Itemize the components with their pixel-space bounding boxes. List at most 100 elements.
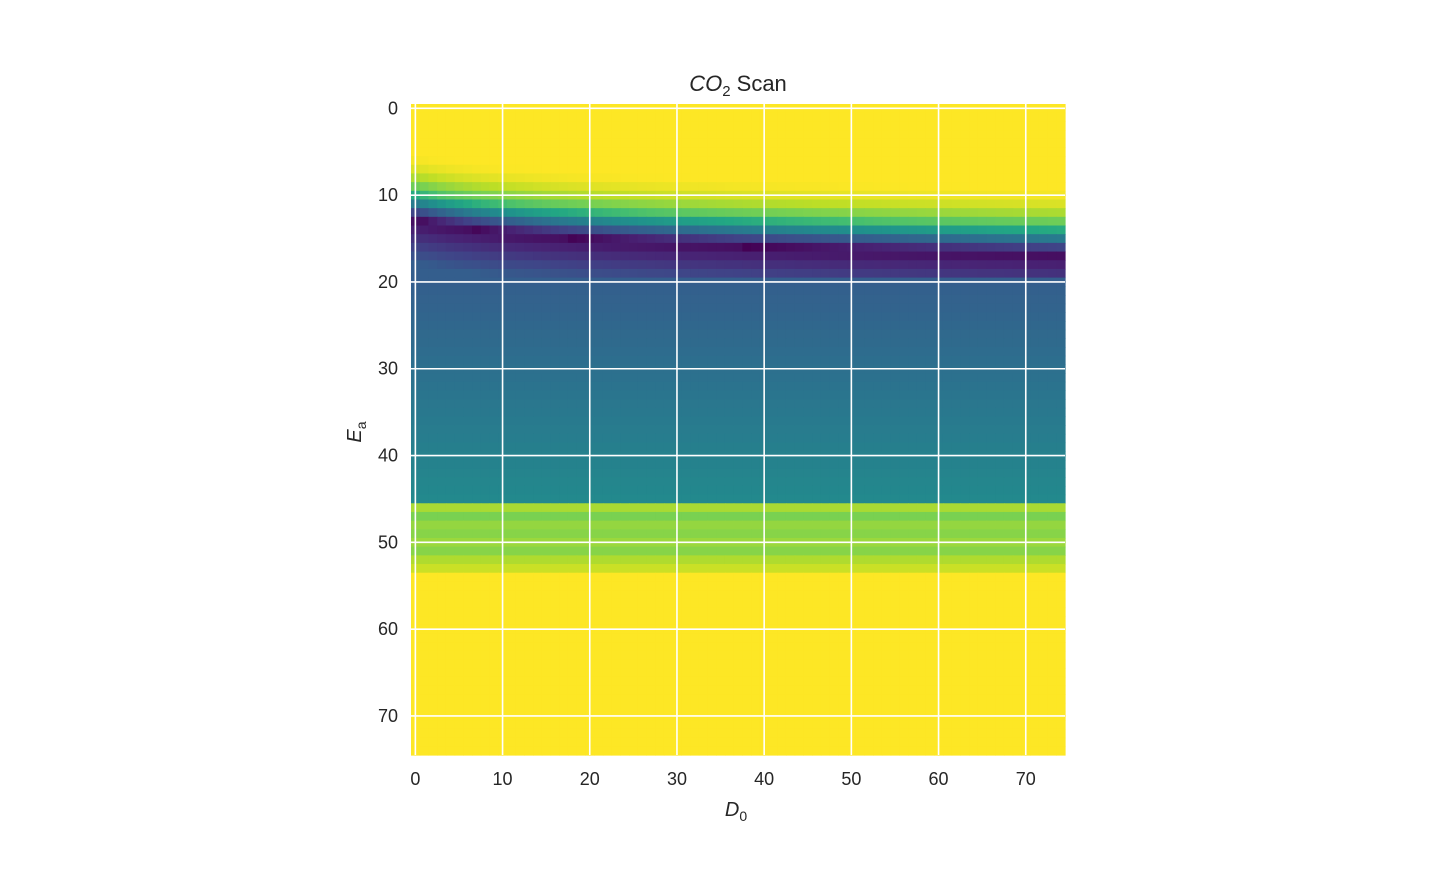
heatmap-cell (794, 659, 804, 669)
heatmap-cell (724, 633, 735, 643)
heatmap-cell (908, 477, 918, 487)
heatmap-cell (428, 468, 438, 478)
heatmap-cell (629, 468, 639, 478)
heatmap-cell (437, 494, 447, 504)
heatmap-cell (506, 251, 517, 261)
heatmap-cell (908, 242, 918, 253)
heatmap-cell (489, 260, 499, 270)
heatmap-cell (951, 312, 961, 322)
heatmap-cell (419, 633, 430, 643)
heatmap-cell (864, 338, 874, 348)
heatmap-cell (960, 546, 970, 556)
heatmap-cell (812, 572, 822, 582)
heatmap-cell (794, 156, 804, 166)
heatmap-cell (864, 459, 874, 470)
heatmap-cell (733, 130, 743, 140)
heatmap-cell (463, 390, 473, 400)
heatmap-cell (472, 303, 482, 313)
heatmap-cell (646, 294, 656, 305)
heatmap-cell (559, 555, 569, 565)
heatmap-cell (472, 642, 482, 652)
heatmap-cell (620, 347, 630, 357)
heatmap-cell (428, 156, 438, 166)
heatmap-cell (855, 268, 866, 279)
heatmap-cell (829, 199, 839, 209)
heatmap-cell (419, 355, 430, 365)
heatmap-cell (594, 407, 604, 418)
heatmap-cell (829, 659, 839, 669)
heatmap-cell (602, 598, 613, 609)
heatmap-cell (977, 121, 988, 131)
heatmap-cell (489, 147, 499, 157)
heatmap-cell (977, 208, 988, 218)
heatmap-cell (707, 164, 717, 175)
heatmap-cell (969, 321, 979, 331)
heatmap-cell (899, 373, 909, 383)
heatmap-cell (820, 329, 831, 339)
heatmap-cell (969, 433, 979, 444)
heatmap-cell (428, 650, 438, 661)
heatmap-cell (419, 659, 430, 669)
heatmap-cell (1047, 199, 1057, 209)
heatmap-cell (489, 121, 499, 131)
heatmap-cell (637, 268, 648, 279)
heatmap-cell (602, 650, 613, 661)
heatmap-cell (969, 546, 979, 556)
heatmap-cell (463, 338, 473, 348)
heatmap-cell (567, 564, 578, 574)
heatmap-cell (1056, 477, 1066, 487)
heatmap-cell (960, 390, 970, 400)
heatmap-cell (541, 564, 552, 574)
heatmap-cell (602, 590, 613, 600)
heatmap-cell (1003, 112, 1014, 122)
heatmap-cell (637, 156, 648, 166)
heatmap-cell (559, 251, 569, 261)
heatmap-cell (550, 234, 560, 244)
heatmap-cell (419, 477, 430, 487)
heatmap-cell (1038, 633, 1049, 643)
heatmap-cell (925, 616, 935, 626)
heatmap-cell (716, 572, 726, 582)
heatmap-cell (663, 338, 674, 348)
heatmap-cell (602, 381, 613, 392)
heatmap-cell (916, 390, 927, 400)
heatmap-cell (437, 485, 447, 496)
heatmap-cell (437, 234, 447, 244)
heatmap-cell (698, 590, 709, 600)
heatmap-cell (812, 338, 822, 348)
heatmap-cell (890, 225, 900, 235)
heatmap-cell (550, 581, 560, 591)
heatmap-cell (1047, 381, 1057, 392)
heatmap-cell (873, 355, 883, 365)
heatmap-cell (1047, 242, 1057, 253)
heatmap-cell (629, 433, 639, 444)
heatmap-cell (480, 433, 491, 444)
heatmap-cell (969, 590, 979, 600)
heatmap-cell (916, 373, 927, 383)
heatmap-cell (960, 121, 970, 131)
heatmap-cell (611, 425, 621, 435)
heatmap-cell (777, 572, 787, 582)
heatmap-cell (454, 347, 464, 357)
heatmap-cell (820, 373, 831, 383)
heatmap-cell (594, 546, 604, 556)
heatmap-cell (942, 529, 953, 539)
heatmap-cell (820, 503, 831, 513)
heatmap-cell (681, 286, 691, 296)
heatmap-cell (986, 164, 996, 175)
heatmap-cell (977, 286, 988, 296)
heatmap-cell (1038, 503, 1049, 513)
heatmap-cell (541, 529, 552, 539)
heatmap-cell (820, 581, 831, 591)
heatmap-cell (803, 442, 813, 452)
heatmap-cell (785, 459, 796, 470)
heatmap-cell (559, 390, 569, 400)
heatmap-cell (1056, 112, 1066, 122)
heatmap-cell (463, 260, 473, 270)
heatmap-cell (437, 216, 447, 227)
heatmap-cell (838, 216, 848, 227)
heatmap-cell (646, 494, 656, 504)
heatmap-cell (751, 234, 761, 244)
heatmap-cell (1003, 616, 1014, 626)
heatmap-cell (576, 529, 586, 539)
